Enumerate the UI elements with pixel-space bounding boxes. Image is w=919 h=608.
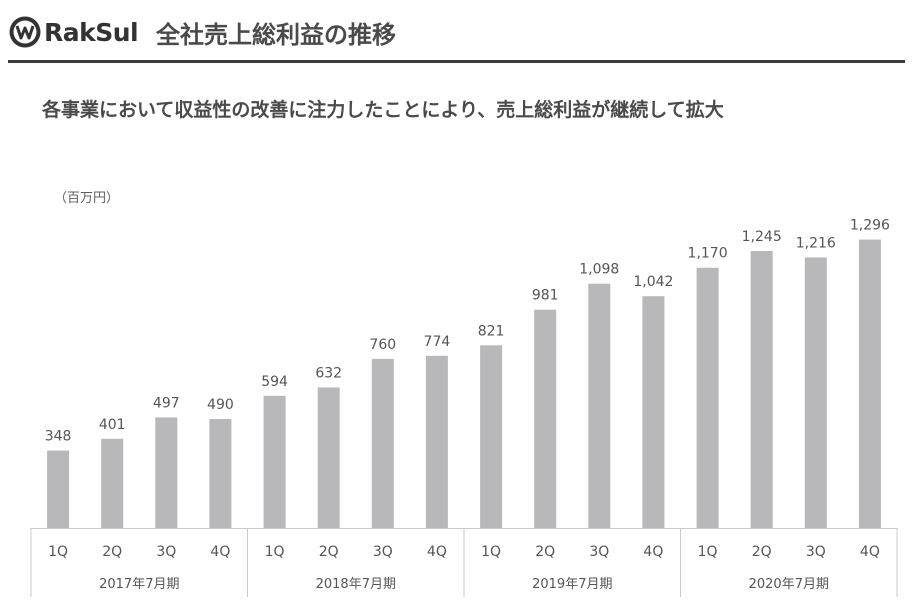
bars-layer — [47, 239, 881, 528]
value-label-9: 821 — [478, 323, 505, 339]
page-title: 全社売上総利益の推移 — [156, 21, 396, 49]
tick-label-3: 3Q — [156, 544, 176, 560]
tick-label-1: 1Q — [48, 544, 68, 560]
tick-label-10: 2Q — [535, 544, 555, 560]
bar-10 — [534, 309, 557, 528]
value-label-12: 1,042 — [633, 274, 673, 290]
raksul-logo: RakSul — [8, 14, 139, 50]
tick-label-14: 2Q — [752, 544, 772, 560]
value-label-5: 594 — [261, 374, 288, 390]
value-label-11: 1,098 — [579, 262, 619, 278]
tick-label-16: 4Q — [860, 544, 880, 560]
value-label-15: 1,216 — [796, 235, 836, 251]
bar-11 — [588, 283, 611, 528]
tick-label-12: 4Q — [643, 544, 663, 560]
value-label-1: 348 — [45, 429, 72, 445]
tick-label-7: 3Q — [373, 544, 393, 560]
value-label-4: 490 — [207, 397, 234, 413]
bar-2 — [101, 438, 124, 528]
tick-label-8: 4Q — [427, 544, 447, 560]
unit-label: （百万円） — [54, 191, 119, 206]
value-label-6: 632 — [315, 365, 342, 381]
bar-1 — [47, 450, 70, 528]
bar-7 — [371, 358, 394, 528]
bar-13 — [696, 267, 719, 528]
tick-label-2: 2Q — [102, 544, 122, 560]
slide-subtitle: 各事業において収益性の改善に注力したことにより、売上総利益が継続して拡大 — [42, 99, 724, 121]
bar-14 — [750, 251, 773, 528]
bar-16 — [858, 239, 881, 528]
tick-label-4: 4Q — [210, 544, 230, 560]
bar-9 — [480, 345, 503, 528]
slide-header: RakSul 全社売上総利益の推移 — [0, 0, 919, 64]
group-label-2: 2018年7月期 — [316, 577, 396, 592]
bar-6 — [317, 387, 340, 528]
bar-8 — [425, 355, 448, 528]
value-label-14: 1,245 — [742, 229, 782, 245]
value-labels-layer: 348 401 497 490 594 632 760 774 821 981 1,098 1,042… — [45, 218, 890, 445]
value-label-16: 1,296 — [850, 218, 890, 234]
tick-label-11: 3Q — [589, 544, 609, 560]
raksul-logo-icon — [9, 16, 41, 48]
bar-12 — [642, 296, 665, 528]
group-label-3: 2019年7月期 — [532, 577, 612, 592]
value-label-3: 497 — [153, 395, 180, 411]
value-label-7: 760 — [369, 337, 396, 353]
bar-3 — [155, 417, 178, 528]
tick-label-6: 2Q — [319, 544, 339, 560]
value-label-13: 1,170 — [688, 246, 728, 262]
tick-label-13: 1Q — [698, 544, 718, 560]
tick-label-5: 1Q — [265, 544, 285, 560]
group-label-4: 2020年7月期 — [749, 577, 829, 592]
value-label-10: 981 — [532, 288, 559, 304]
group-label-1: 2017年7月期 — [99, 577, 179, 592]
tick-label-15: 3Q — [806, 544, 826, 560]
header-divider — [8, 60, 905, 63]
category-axis: 1Q 2Q 3Q 4Q 1Q 2Q 3Q 4Q 1Q 2Q 3Q 4Q 1Q 2Q 3Q 4Q 2017年7月期… — [30, 528, 898, 597]
bar-15 — [804, 257, 827, 528]
value-label-8: 774 — [424, 334, 451, 350]
value-label-2: 401 — [99, 417, 126, 433]
bar-4 — [209, 419, 232, 528]
brand-name: RakSul — [44, 17, 139, 47]
tick-label-9: 1Q — [481, 544, 501, 560]
bar-5 — [263, 395, 286, 528]
